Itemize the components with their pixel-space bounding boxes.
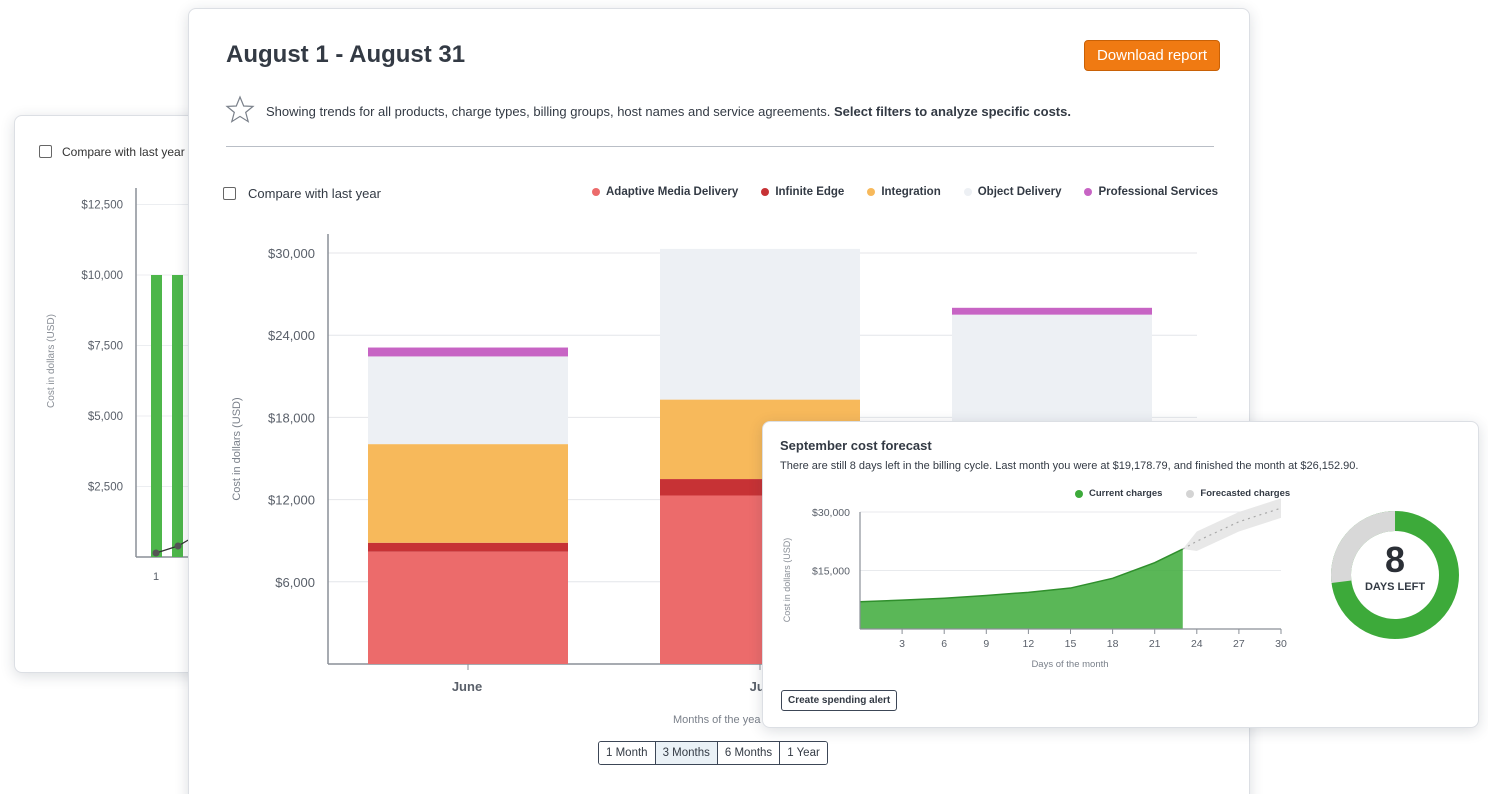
x-tick-label: 12 bbox=[1023, 638, 1035, 650]
range-button[interactable]: 3 Months bbox=[655, 742, 718, 764]
forecast-line bbox=[1182, 507, 1282, 550]
bar-segment bbox=[952, 307, 1152, 315]
legend-item: Integration bbox=[867, 186, 941, 198]
x-tick-label: June bbox=[452, 679, 482, 694]
days-left-number: 8 bbox=[1384, 539, 1406, 580]
bar-segment bbox=[660, 248, 860, 400]
y-tick-label: $24,000 bbox=[268, 328, 315, 343]
back-compare-label: Compare with last year bbox=[62, 144, 185, 159]
y-tick-label: $2,500 bbox=[88, 482, 123, 494]
divider bbox=[226, 146, 1214, 147]
legend-forecast-label: Forecasted charges bbox=[1200, 488, 1291, 499]
y-tick-label: $10,000 bbox=[81, 270, 123, 282]
bar-segment bbox=[368, 444, 568, 543]
cost-trends-panel: August 1 - August 31 Download report Sho… bbox=[188, 8, 1250, 794]
range-button[interactable]: 1 Month bbox=[599, 742, 656, 764]
y-axis-label: Cost in dollars (USD) bbox=[46, 314, 57, 408]
range-button[interactable]: 1 Year bbox=[780, 742, 827, 764]
forecast-description: There are still 8 days left in the billi… bbox=[780, 460, 1359, 472]
x-tick-label: 9 bbox=[983, 638, 989, 650]
legend-item: Object Delivery bbox=[963, 186, 1062, 198]
legend-item: Professional Services bbox=[1084, 186, 1218, 198]
x-tick-label: 18 bbox=[1107, 638, 1119, 650]
bar-segment bbox=[368, 551, 568, 664]
legend-dot-icon bbox=[1084, 188, 1093, 196]
x-tick-label: 27 bbox=[1233, 638, 1245, 650]
x-tick-label: 15 bbox=[1065, 638, 1077, 650]
info-text-bold: Select filters to analyze specific costs… bbox=[833, 104, 1071, 119]
filter-info-text: Showing trends for all products, charge … bbox=[266, 104, 1071, 119]
x-tick-label: 1 bbox=[153, 571, 159, 583]
y-tick-label: $30,000 bbox=[812, 507, 850, 519]
y-tick-label: $12,500 bbox=[81, 200, 123, 212]
x-tick-label: 6 bbox=[941, 638, 947, 650]
legend-label: Integration bbox=[881, 186, 941, 198]
x-tick-label: 24 bbox=[1191, 638, 1203, 650]
legend-label: Object Delivery bbox=[977, 186, 1062, 198]
y-tick-label: $5,000 bbox=[88, 411, 123, 423]
x-axis-label: Days of the month bbox=[1031, 659, 1108, 670]
legend-item: Adaptive Media Delivery bbox=[592, 186, 738, 198]
legend-current-label: Current charges bbox=[1089, 488, 1163, 499]
legend-label: Infinite Edge bbox=[775, 186, 845, 198]
y-tick-label: $7,500 bbox=[88, 341, 123, 353]
forecast-area-chart: $15,000 $30,000 3 6 9 12 15 18 21 24 27 30 Days of t… bbox=[782, 498, 1287, 670]
x-tick-label: 21 bbox=[1149, 638, 1161, 650]
legend-label: Adaptive Media Delivery bbox=[606, 186, 739, 198]
chart-legend: Adaptive Media Delivery Infinite Edge Inte… bbox=[592, 186, 1218, 198]
forecast-panel: September cost forecast There are still … bbox=[762, 421, 1479, 728]
days-left-donut bbox=[1331, 511, 1459, 639]
bar bbox=[172, 275, 183, 557]
legend-dot-icon bbox=[592, 188, 600, 196]
legend-forecast: Forecasted charges bbox=[1186, 488, 1290, 499]
compare-label: Compare with last year bbox=[248, 186, 381, 202]
legend-dot-icon bbox=[761, 188, 770, 196]
legend-dot-icon bbox=[867, 188, 876, 196]
download-report-button[interactable]: Download report bbox=[1084, 40, 1220, 71]
y-tick-label: $6,000 bbox=[275, 575, 315, 590]
current-dot-icon bbox=[1075, 489, 1083, 498]
trend-point bbox=[174, 542, 182, 550]
forecast-title: September cost forecast bbox=[780, 438, 932, 453]
time-range-selector: 1 Month 3 Months 6 Months 1 Year bbox=[598, 741, 828, 765]
bar-segment bbox=[368, 347, 568, 357]
days-left-label: DAYS LEFT bbox=[1364, 581, 1426, 593]
y-tick-label: $12,000 bbox=[268, 493, 315, 508]
checkbox[interactable] bbox=[39, 145, 52, 159]
create-spending-alert-button[interactable]: Create spending alert bbox=[781, 690, 898, 711]
bar-segment bbox=[368, 356, 568, 445]
y-tick-label: $30,000 bbox=[268, 246, 315, 261]
range-button[interactable]: 6 Months bbox=[717, 742, 781, 764]
trend-point bbox=[152, 549, 160, 557]
star-icon[interactable] bbox=[225, 95, 255, 125]
info-text-plain: Showing trends for all products, charge … bbox=[266, 104, 831, 119]
forecast-legend: Current charges Forecasted charges bbox=[1075, 488, 1290, 499]
back-compare-toggle[interactable]: Compare with last year bbox=[39, 144, 185, 159]
page-title: August 1 - August 31 bbox=[226, 41, 466, 68]
legend-item: Infinite Edge bbox=[761, 186, 844, 198]
bar bbox=[151, 275, 162, 557]
current-charges-area bbox=[860, 549, 1183, 629]
y-axis-label: Cost in dollars (USD) bbox=[231, 397, 243, 500]
x-tick-label: 30 bbox=[1275, 638, 1287, 650]
y-tick-label: $18,000 bbox=[268, 410, 315, 425]
forecast-dot-icon bbox=[1186, 489, 1195, 498]
bar-segment bbox=[368, 542, 568, 552]
x-tick-label: 3 bbox=[899, 638, 905, 650]
legend-dot-icon bbox=[963, 188, 972, 196]
legend-label: Professional Services bbox=[1098, 186, 1219, 198]
y-axis-label: Cost in dollars (USD) bbox=[782, 538, 792, 623]
legend-current: Current charges bbox=[1075, 488, 1162, 499]
checkbox[interactable] bbox=[223, 187, 236, 201]
current-charges-line bbox=[859, 548, 1184, 603]
y-tick-label: $15,000 bbox=[812, 566, 850, 578]
compare-toggle[interactable]: Compare with last year bbox=[223, 185, 381, 201]
x-axis-label: Months of the yea bbox=[673, 714, 761, 726]
